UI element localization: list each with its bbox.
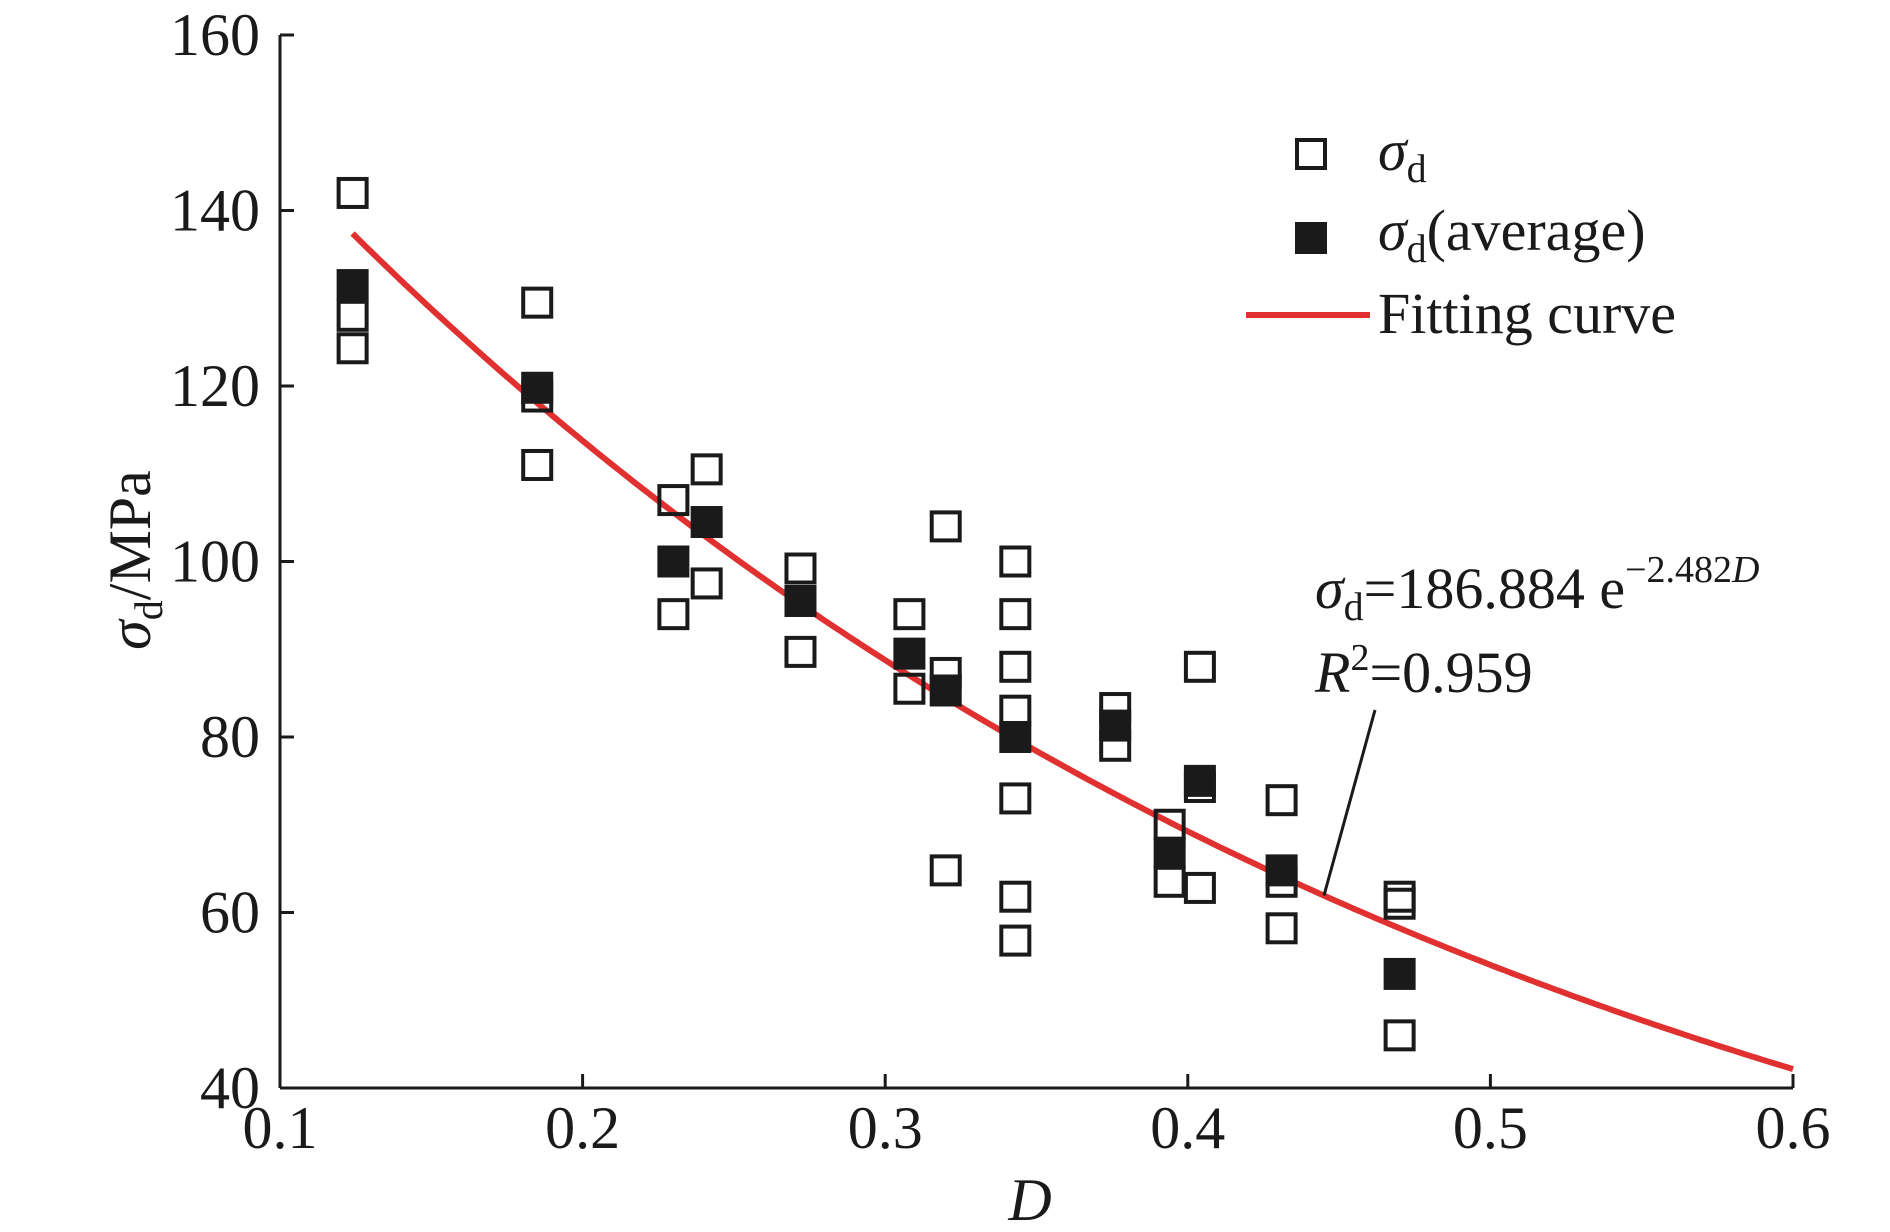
point-filled [784,584,817,617]
y-tick-label: 120 [170,353,260,419]
point-filled [999,721,1032,753]
point-open [690,453,723,486]
fit-equation: σd=186.884 e−2.482D [1315,549,1759,629]
point-open [521,286,554,319]
x-tick-label: 0.6 [1756,1095,1831,1161]
y-tick-label: 160 [170,2,260,68]
point-filled [521,371,554,404]
legend-label-open: σd [1378,118,1427,191]
fit-curve-layer [350,231,1794,1072]
point-open [784,635,817,668]
legend-label-filled-symbol: σ [1378,198,1409,263]
annotation-pointer [1322,709,1377,896]
point-open [893,672,926,705]
point-open [1383,887,1416,920]
point-open [999,598,1032,631]
point-open [999,545,1032,578]
legend-label-filled: σd(average) [1378,198,1646,271]
point-open [1183,871,1216,904]
point-open [999,650,1032,683]
axis-ticks: 0.1 0.2 0.3 0.4 0.5 0.6 40 60 80 100 120 140 160 [170,2,1831,1161]
legend-marker-filled [1295,222,1327,254]
point-filled [893,637,926,670]
legend-label-open-symbol: σ [1378,118,1409,183]
fit-r2: R2=0.959 [1314,637,1533,705]
point-filled [1183,764,1216,797]
point-filled [1099,709,1132,742]
legend-label-filled-suffix: (average) [1427,198,1646,263]
points-layer [336,176,1416,1052]
x-tick-label: 0.3 [848,1095,923,1161]
point-open [1265,912,1298,945]
point-open [999,782,1032,815]
point-open [929,510,962,543]
point-filled [690,506,723,539]
y-axis-title-subscript: d [126,600,171,620]
fit-equation-symbol: σ [1315,556,1346,621]
y-tick-label: 80 [200,704,260,770]
point-open [690,567,723,600]
point-filled [929,674,962,707]
y-axis-title-symbol: σ [97,618,163,650]
point-open [657,598,690,631]
fit-equation-exponent-var: D [1731,549,1759,591]
point-open [1153,865,1186,898]
point-open [1265,784,1298,817]
fit-annotation: σd=186.884 e−2.482D R2=0.959 [1314,549,1759,896]
point-open [893,598,926,631]
point-filled [1265,854,1298,887]
point-filled [1153,836,1186,869]
y-tick-label: 100 [170,529,260,595]
legend: σd σd(average) Fitting curve [1246,118,1676,346]
point-open [999,880,1032,913]
y-axis-title: σd/MPa [97,470,171,650]
legend-marker-open [1295,138,1327,170]
y-tick-label: 140 [170,178,260,244]
point-open [784,552,817,585]
y-axis-title-unit: /MPa [97,470,163,600]
point-open [999,694,1032,727]
x-tick-label: 0.1 [243,1095,318,1161]
point-open [521,448,554,481]
point-open [336,332,369,365]
x-tick-label: 0.2 [545,1095,620,1161]
point-open [657,484,690,517]
y-tick-label: 60 [200,880,260,946]
point-filled [336,269,369,302]
x-axis-title: D [1007,1167,1051,1232]
point-filled [1383,957,1416,990]
point-open [1383,1019,1416,1052]
point-open [929,854,962,887]
point-open [1183,650,1216,683]
point-open [1383,880,1416,913]
legend-label-filled-subscript: d [1407,226,1427,271]
fit-equation-subscript: d [1344,584,1364,629]
point-open [336,176,369,209]
fit-equation-exponent: −2.482 [1625,549,1732,591]
fit-equation-main: =186.884 e [1364,556,1625,621]
legend-label-fit: Fitting curve [1378,281,1676,346]
y-tick-label: 40 [200,1055,260,1121]
point-open [999,924,1032,957]
x-tick-label: 0.5 [1453,1095,1528,1161]
fit-r2-symbol: R [1314,640,1350,705]
point-open [336,299,369,332]
legend-label-open-subscript: d [1407,146,1427,191]
fit-r2-value: =0.959 [1369,640,1532,705]
x-tick-label: 0.4 [1150,1095,1225,1161]
fit-r2-sup: 2 [1350,637,1369,679]
point-filled [657,545,690,578]
fit-curve [350,231,1794,1072]
